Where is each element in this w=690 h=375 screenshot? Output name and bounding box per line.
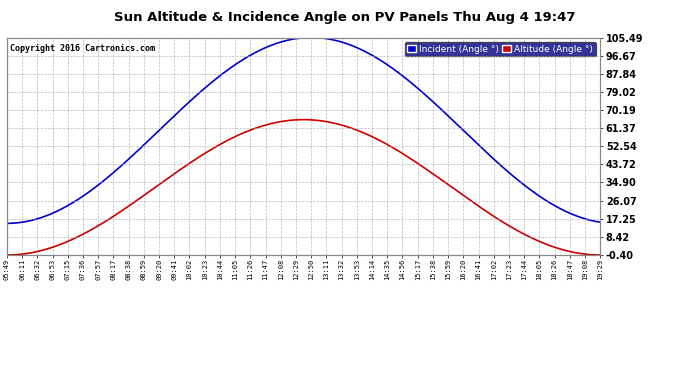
Text: Copyright 2016 Cartronics.com: Copyright 2016 Cartronics.com [10, 44, 155, 53]
Legend: Incident (Angle °), Altitude (Angle °): Incident (Angle °), Altitude (Angle °) [404, 42, 595, 56]
Text: Sun Altitude & Incidence Angle on PV Panels Thu Aug 4 19:47: Sun Altitude & Incidence Angle on PV Pan… [115, 11, 575, 24]
